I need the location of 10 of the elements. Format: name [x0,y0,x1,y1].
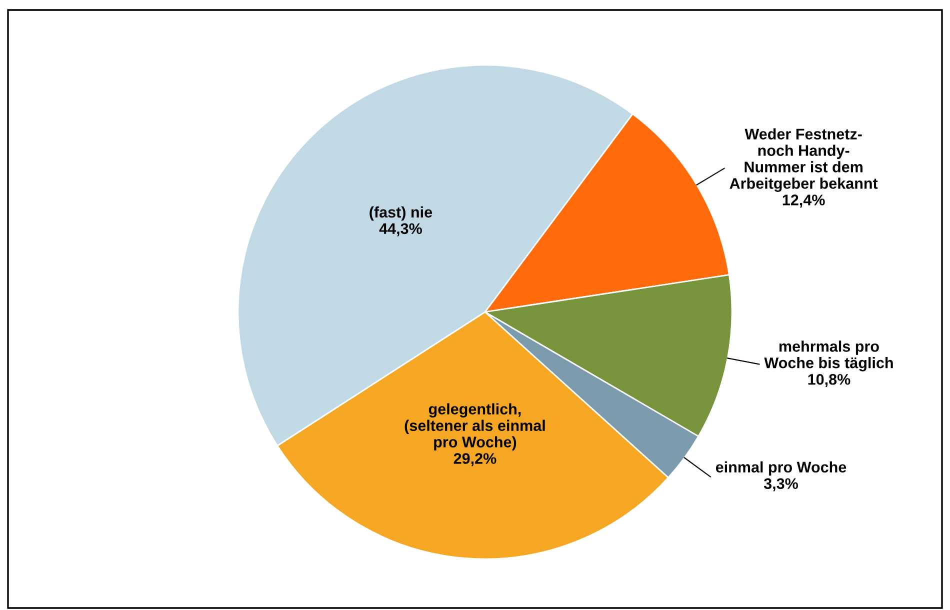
slice-label: gelegentlich, (seltener als einmal pro Woche) [404,403,545,450]
slice-label: (fast) nie [370,206,432,221]
slice-label: mehrmals pro Woche bis täglich [764,340,893,372]
data-label: 12,4% [782,194,825,208]
slice-label: Weder Festnetz- noch Handy- Nummer ist dem Arbeitgeber bekannt [730,128,878,192]
data-label: 10,8% [808,374,850,388]
slice-label: einmal pro Woche [716,461,846,476]
data-label: 44,3% [379,223,422,236]
data-label: 3,3% [764,478,798,492]
data-label: 29,2% [454,453,496,466]
